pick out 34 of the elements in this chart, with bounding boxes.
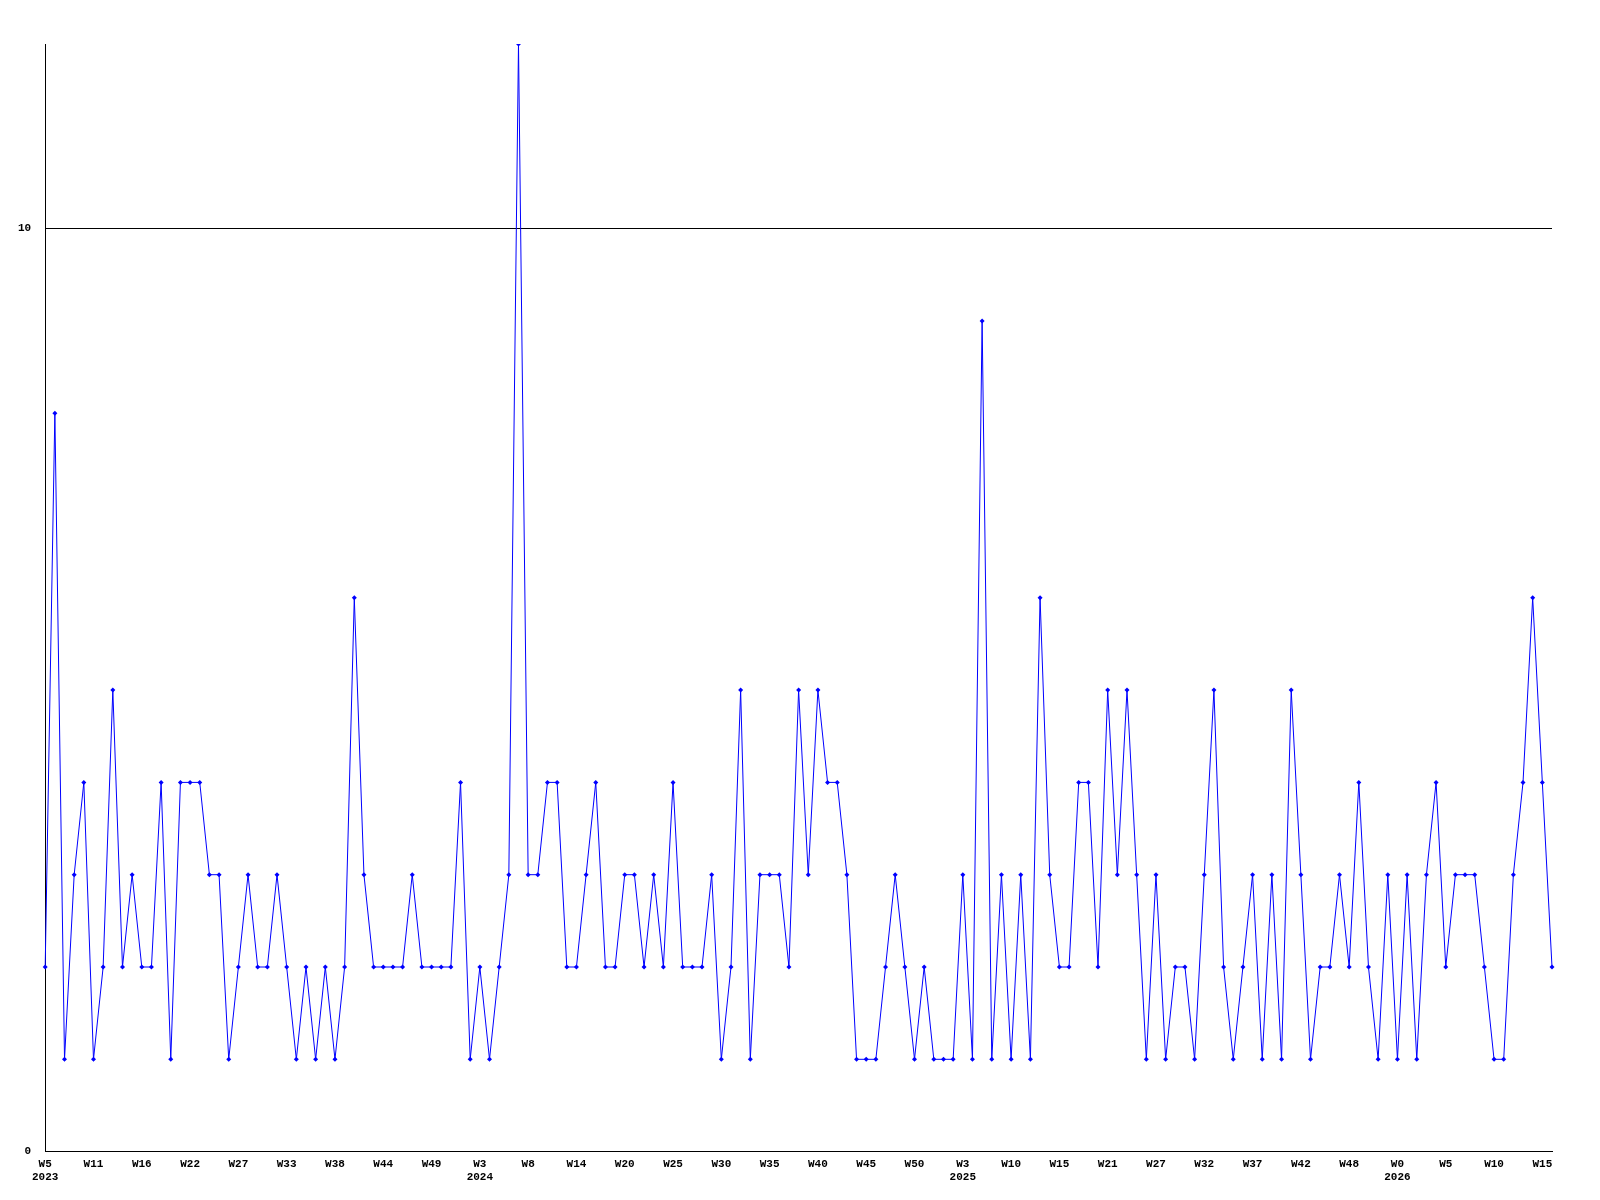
x-tick-label: W49 <box>421 1157 442 1170</box>
x-tick-label: W30 <box>711 1157 732 1170</box>
x-tick-label: W38 <box>325 1157 346 1170</box>
x-tick-label: W15 <box>1532 1157 1553 1170</box>
x-tick-label: W22 <box>180 1157 200 1170</box>
x-tick-label: W5 <box>1439 1157 1453 1170</box>
x-tick-label: W27 <box>1146 1157 1166 1170</box>
x-tick-label: W40 <box>808 1157 828 1170</box>
x-tick-label: W27 <box>228 1157 249 1170</box>
x-tick-label: W3 2024 <box>466 1157 494 1184</box>
y-tick-label: 0 <box>24 1145 32 1158</box>
x-tick-label: W44 <box>373 1157 394 1170</box>
x-tick-label: W10 <box>1484 1157 1504 1170</box>
x-tick-label: W0 2026 <box>1384 1157 1411 1184</box>
x-tick-label: W14 <box>566 1157 587 1170</box>
x-tick-label: W48 <box>1339 1157 1360 1170</box>
x-tick-label: W20 <box>614 1157 635 1170</box>
x-tick-label: W45 <box>856 1157 877 1170</box>
x-tick-label: W5 2023 <box>32 1157 59 1184</box>
x-tick-label: W25 <box>663 1157 684 1170</box>
x-tick-label: W11 <box>83 1157 104 1170</box>
x-tick-label: W35 <box>759 1157 780 1170</box>
x-tick-label: W33 <box>276 1157 297 1170</box>
x-tick-label: W3 2025 <box>949 1157 977 1184</box>
x-tick-label: W21 <box>1097 1157 1118 1170</box>
x-tick-label: W37 <box>1242 1157 1263 1170</box>
x-tick-label: W42 <box>1290 1157 1311 1170</box>
x-tick-label: W10 <box>1001 1157 1021 1170</box>
x-tick-label: W32 <box>1194 1157 1215 1170</box>
x-tick-label: W15 <box>1049 1157 1070 1170</box>
x-tick-label: W50 <box>904 1157 925 1170</box>
x-tick-label: W8 <box>521 1157 536 1170</box>
y-tick-label: 10 <box>18 222 32 235</box>
x-tick-label: W16 <box>131 1157 152 1170</box>
